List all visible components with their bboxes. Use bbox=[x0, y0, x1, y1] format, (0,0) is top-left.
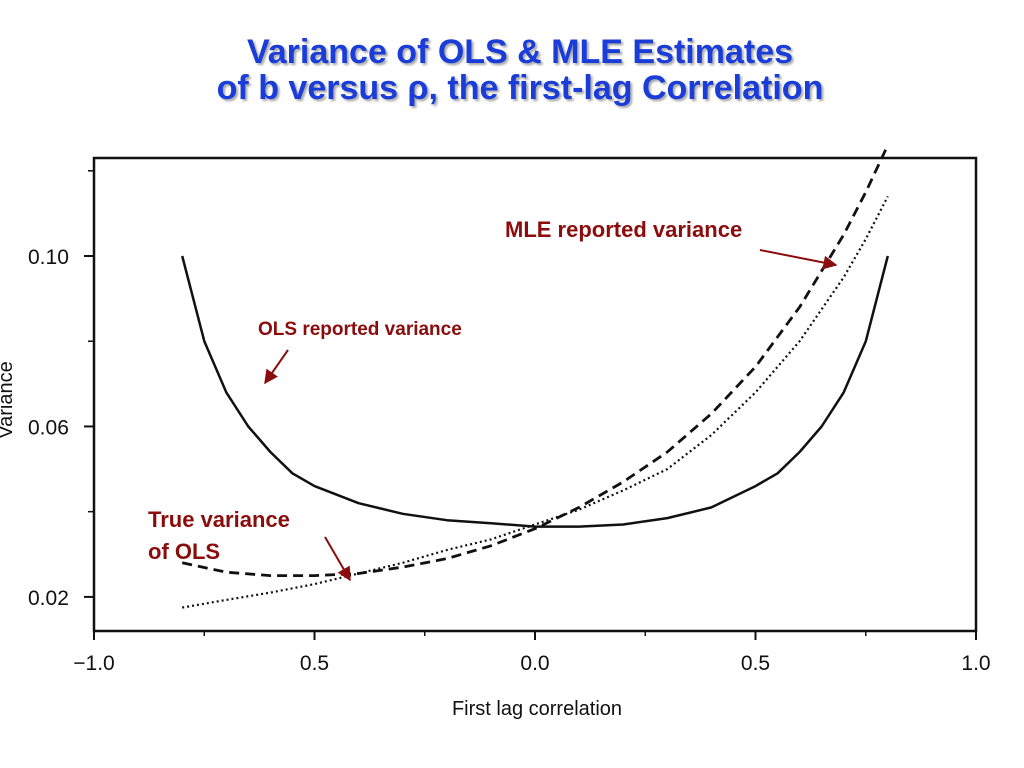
true-variance-label-line1: True variance bbox=[148, 507, 290, 532]
x-tick-label: −1.0 bbox=[73, 652, 114, 675]
y-axis-label: Variance bbox=[0, 361, 17, 438]
mle-reported-label: MLE reported variance bbox=[505, 217, 742, 242]
x-axis-label: First lag correlation bbox=[452, 698, 622, 720]
x-tick-label: 0.5 bbox=[300, 652, 329, 675]
title-line-2: of b versus ρ, the first-lag Correlation bbox=[216, 69, 824, 107]
ols-reported-label: OLS reported variance bbox=[258, 319, 462, 340]
mle-arrow bbox=[759, 249, 838, 270]
x-tick-label: 0.5 bbox=[741, 652, 770, 675]
true-variance-label-line2: of OLS bbox=[148, 539, 220, 564]
y-tick-label: 0.02 bbox=[28, 587, 69, 610]
series-line-solid bbox=[180, 255, 890, 528]
ols-arrow bbox=[264, 349, 289, 385]
slide-title: Variance of OLS & MLE Estimates of b ver… bbox=[0, 34, 1024, 106]
series-line-dotted bbox=[182, 195, 889, 609]
curves bbox=[180, 144, 890, 609]
title-line-1: Variance of OLS & MLE Estimates bbox=[246, 33, 794, 71]
y-tick-label: 0.06 bbox=[28, 416, 69, 439]
x-tick-label: 0.0 bbox=[520, 652, 549, 675]
axis-ticks: −1.0 0.5 0.0 0.5 1.0 0.02 0.06 0.10 bbox=[28, 170, 991, 675]
true-variance-arrow bbox=[324, 536, 351, 582]
x-tick-label: 1.0 bbox=[961, 652, 990, 675]
y-tick-label: 0.10 bbox=[28, 246, 69, 269]
